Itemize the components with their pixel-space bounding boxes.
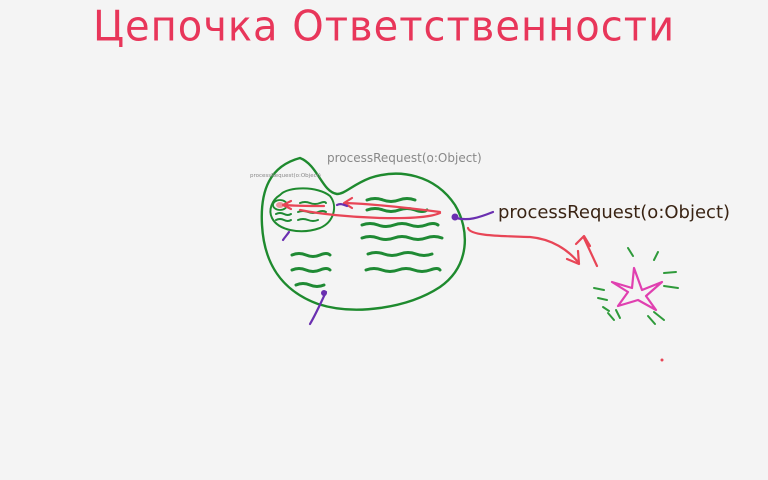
handler-label-inner: processRequest(o:Object) (250, 173, 321, 179)
inner-handler-fill (276, 202, 284, 208)
star-sparkles (593, 247, 679, 325)
stray-dot (660, 358, 664, 362)
outer-handler-outline (260, 156, 466, 311)
outer-handler-text-lines (290, 197, 444, 288)
handler-label-main: processRequest(o:Object) (498, 202, 731, 223)
handler-hooks (281, 203, 495, 326)
middle-handler-outline (269, 187, 336, 233)
client-star (610, 266, 664, 312)
page-title: Цепочка Ответственности (92, 2, 676, 52)
handler-label-middle: processRequest(o:Object) (327, 151, 482, 165)
request-arrows (281, 196, 599, 268)
